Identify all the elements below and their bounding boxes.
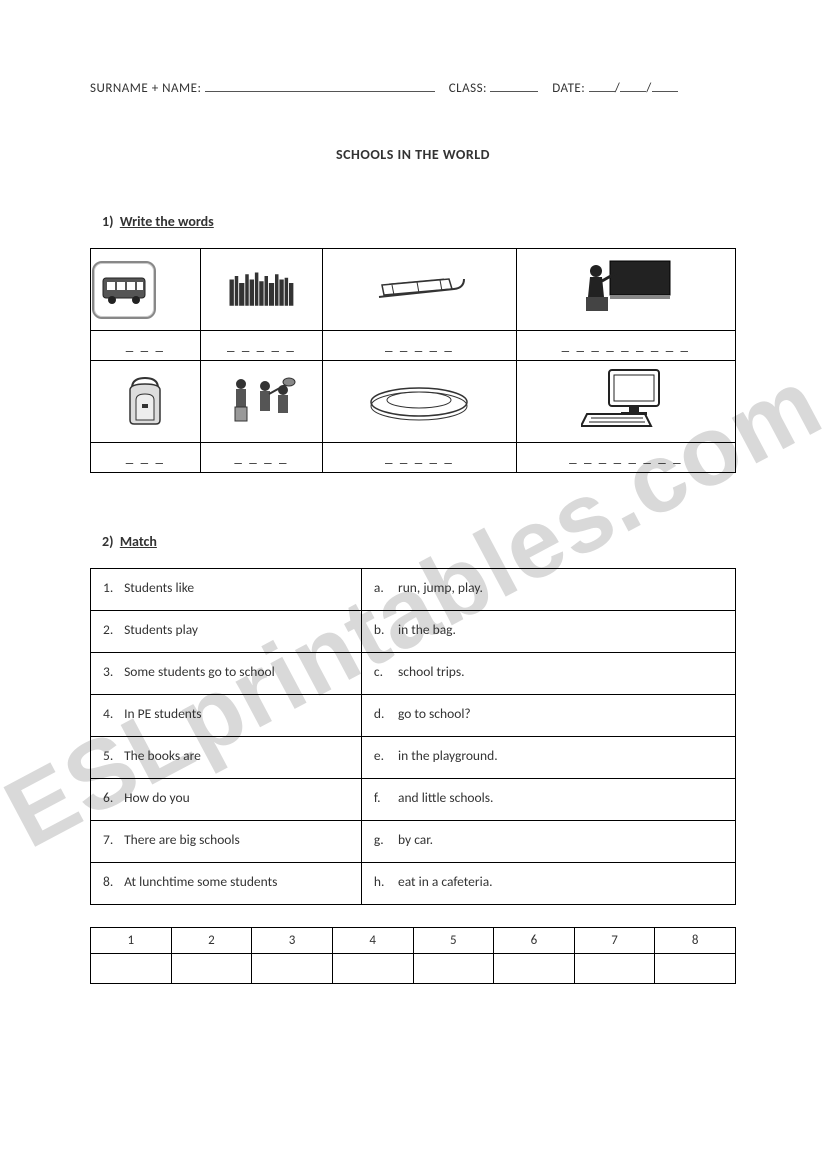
date-blank-2[interactable] <box>620 80 646 92</box>
match-left-4: 4. In PE students <box>91 695 362 737</box>
ans-head-6: 6 <box>494 928 575 954</box>
date-blank-1[interactable] <box>589 80 615 92</box>
plate-icon <box>364 373 474 431</box>
blank-2-3[interactable]: _ _ _ _ _ <box>385 449 454 467</box>
date-blank-3[interactable] <box>652 80 678 92</box>
ans-cell-2[interactable] <box>171 954 252 984</box>
bus-icon <box>92 261 156 319</box>
ans-cell-7[interactable] <box>574 954 655 984</box>
match-right-e: e. in the playground. <box>361 737 735 779</box>
ans-cell-3[interactable] <box>252 954 333 984</box>
surname-blank[interactable] <box>205 80 435 92</box>
class-blank[interactable] <box>490 80 538 92</box>
answer-grid: 1 2 3 4 5 6 7 8 <box>90 927 736 984</box>
date-label: DATE: <box>552 81 585 96</box>
ans-cell-8[interactable] <box>655 954 736 984</box>
section-2-title: Match <box>120 533 157 550</box>
blank-1-3[interactable]: _ _ _ _ _ <box>385 337 454 355</box>
match-left-7: 7. There are big schools <box>91 821 362 863</box>
match-left-5: 5. The books are <box>91 737 362 779</box>
ans-head-1: 1 <box>91 928 172 954</box>
ans-cell-4[interactable] <box>332 954 413 984</box>
ans-head-5: 5 <box>413 928 494 954</box>
match-right-a: a. run, jump, play. <box>361 569 735 611</box>
blank-2-1[interactable]: _ _ _ <box>126 449 165 467</box>
match-right-g: g. by car. <box>361 821 735 863</box>
section-1-title: Write the words <box>120 213 214 230</box>
books-icon <box>226 261 296 319</box>
backpack-icon <box>110 372 180 430</box>
match-right-b: b. in the bag. <box>361 611 735 653</box>
match-left-1: 1. Students like <box>91 569 362 611</box>
match-right-f: f. and little schools. <box>361 779 735 821</box>
section-1-number: 1) <box>102 213 113 230</box>
ans-head-3: 3 <box>252 928 333 954</box>
blank-2-4[interactable]: _ _ _ _ _ _ _ _ <box>569 449 683 467</box>
match-right-d: d. go to school? <box>361 695 735 737</box>
ans-cell-6[interactable] <box>494 954 575 984</box>
match-left-3: 3. Some students go to school <box>91 653 362 695</box>
band-icon <box>221 371 301 429</box>
section-1-heading: 1) Write the words <box>102 213 736 230</box>
match-left-8: 8. At lunchtime some students <box>91 863 362 905</box>
ans-head-4: 4 <box>332 928 413 954</box>
page-title: SCHOOLS IN THE WORLD <box>90 146 736 163</box>
header-line: SURNAME + NAME: CLASS: DATE: // <box>90 80 736 96</box>
ans-cell-1[interactable] <box>91 954 172 984</box>
blank-1-2[interactable]: _ _ _ _ _ <box>227 337 296 355</box>
ans-cell-5[interactable] <box>413 954 494 984</box>
ans-head-8: 8 <box>655 928 736 954</box>
blank-1-4[interactable]: _ _ _ _ _ _ _ _ _ <box>562 337 690 355</box>
blank-2-2[interactable]: _ _ _ _ <box>234 449 288 467</box>
words-table: _ _ _ _ _ _ _ _ _ _ _ _ _ _ _ _ _ _ _ _ … <box>90 248 736 473</box>
computer-icon <box>581 369 671 427</box>
match-table: 1. Students like a. run, jump, play. 2. … <box>90 568 736 905</box>
surname-name-label: SURNAME + NAME: <box>90 81 201 96</box>
ans-head-7: 7 <box>574 928 655 954</box>
match-right-c: c. school trips. <box>361 653 735 695</box>
ans-head-2: 2 <box>171 928 252 954</box>
match-right-h: h. eat in a cafeteria. <box>361 863 735 905</box>
class-label: CLASS: <box>449 81 487 96</box>
sled-icon <box>364 261 474 319</box>
section-2-heading: 2) Match <box>102 533 736 550</box>
worksheet-page: SURNAME + NAME: CLASS: DATE: // SCHOOLS … <box>0 0 826 1044</box>
match-left-6: 6. How do you <box>91 779 362 821</box>
blank-1-1[interactable]: _ _ _ <box>126 337 165 355</box>
match-left-2: 2. Students play <box>91 611 362 653</box>
section-2-number: 2) <box>102 533 113 550</box>
teacher-board-icon <box>576 258 676 316</box>
